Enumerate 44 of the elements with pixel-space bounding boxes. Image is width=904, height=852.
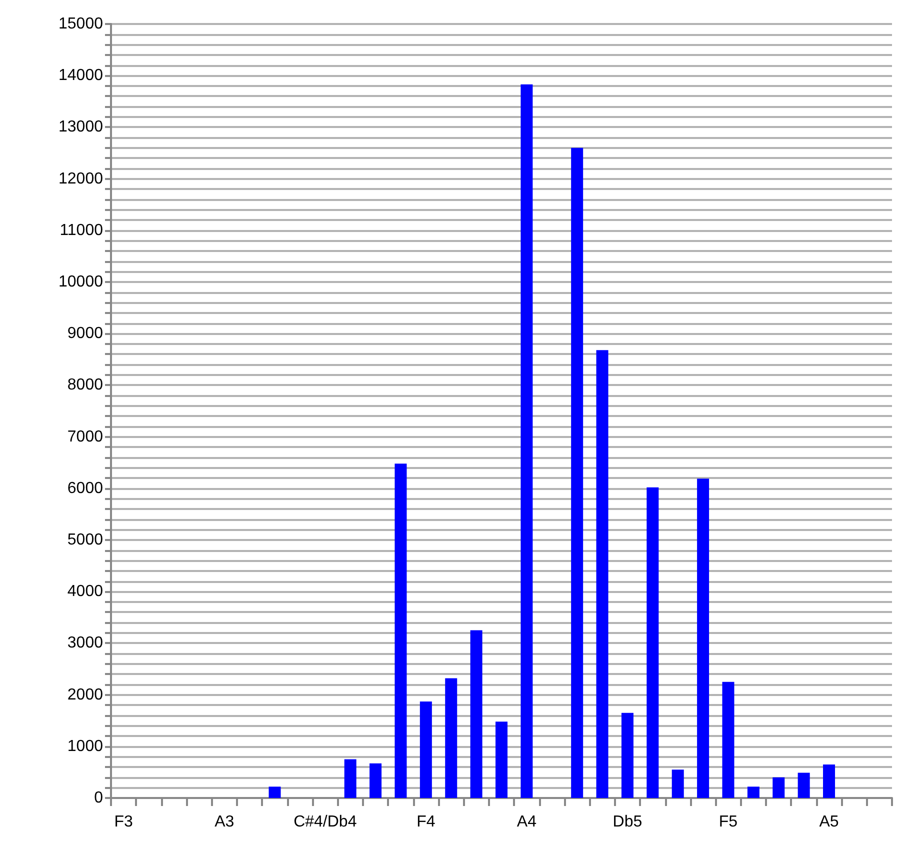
bar [621,712,634,798]
bar [420,702,432,798]
y-tick-label: 8000 [67,376,104,394]
x-tick-label: F4 [416,814,436,830]
y-tick-label: 3000 [67,634,104,652]
bar [747,786,760,798]
y-tick-label: 12000 [58,170,104,188]
y-tick-label: 9000 [67,325,104,342]
x-tick-label: C#4/Db4 [294,814,357,830]
y-tick-label: 5000 [67,532,104,548]
y-tick-label: 0 [94,790,104,806]
y-tick-label: 13000 [58,118,104,136]
y-tick-label: 15000 [58,16,104,32]
bar [798,772,810,798]
x-tick-label: F5 [718,814,738,830]
x-tick-label: A4 [516,814,537,830]
y-tick-label: 2000 [67,686,104,704]
bar [596,350,608,798]
y-tick-label: 1000 [67,738,104,755]
y-tick-label: 7000 [67,428,104,446]
y-tick-label: 10000 [58,274,104,290]
bar [470,630,482,798]
bar [520,84,533,798]
bar [394,464,407,798]
bar [268,786,281,798]
bar [823,764,836,798]
x-tick-label: Db5 [612,814,642,830]
bar [772,777,785,798]
bar [344,759,356,798]
y-tick-label: 6000 [67,480,104,497]
y-tick-label: 11000 [60,222,104,239]
bar [646,487,659,798]
y-tick-label: 4000 [67,583,104,600]
bar [496,722,508,798]
bar [571,148,584,798]
x-tick-label: A5 [819,814,839,830]
bar [697,478,710,798]
x-tick-label: F3 [114,814,134,830]
bar [722,682,734,798]
bar [445,678,458,798]
y-tick-label: 14000 [58,67,104,84]
bar [370,763,382,798]
bar [672,770,684,798]
x-tick-label: A3 [214,814,234,830]
